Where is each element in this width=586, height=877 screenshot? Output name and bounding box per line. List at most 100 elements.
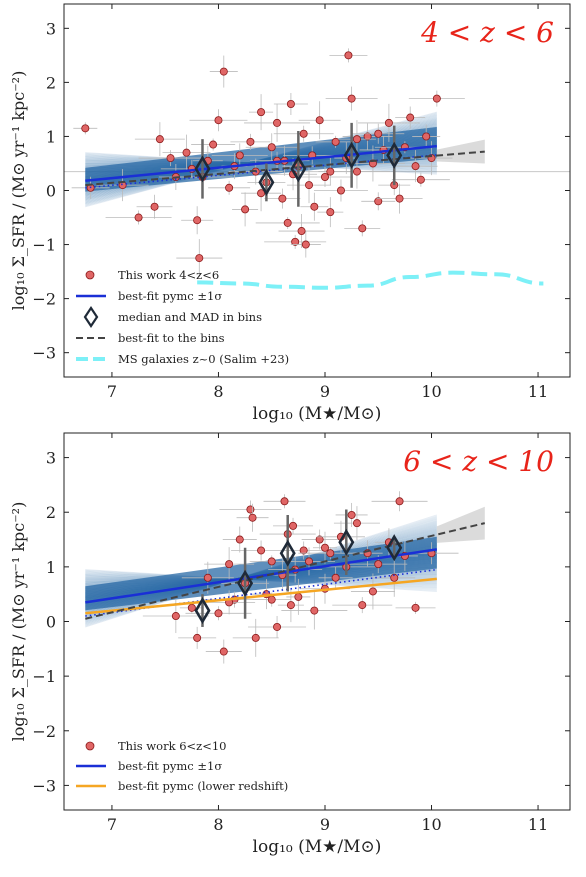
data-point	[220, 648, 227, 655]
data-point	[257, 547, 264, 554]
x-tick-label: 7	[107, 382, 117, 401]
data-point	[412, 163, 419, 170]
data-point	[327, 209, 334, 216]
plot-area	[85, 491, 484, 663]
data-point	[252, 634, 259, 641]
y-tick-label: 3	[46, 449, 56, 468]
data-point	[210, 141, 217, 148]
data-point	[316, 117, 323, 124]
data-point	[311, 203, 318, 210]
data-point	[151, 203, 158, 210]
data-point	[417, 176, 424, 183]
y-tick-label: 1	[46, 127, 56, 146]
data-point	[236, 536, 243, 543]
data-point	[215, 610, 222, 617]
data-point	[321, 544, 328, 551]
legend-label: This work 6<z<10	[118, 739, 226, 753]
data-point	[188, 604, 195, 611]
data-point	[268, 144, 275, 151]
data-point	[407, 114, 414, 121]
legend-label: best-fit pymc (lower redshift)	[118, 779, 288, 793]
data-point	[348, 511, 355, 518]
data-point	[194, 217, 201, 224]
data-point	[156, 136, 163, 143]
data-point	[337, 187, 344, 194]
plot-area	[64, 48, 570, 287]
data-point	[167, 154, 174, 161]
posterior-band	[85, 515, 437, 627]
data-point	[353, 136, 360, 143]
y-tick-label: 0	[46, 182, 56, 201]
x-tick-label: 8	[213, 815, 223, 834]
data-point	[196, 254, 203, 261]
x-tick-label: 10	[421, 815, 441, 834]
data-point	[295, 593, 302, 600]
y-tick-label: 3	[46, 19, 56, 38]
data-point	[359, 225, 366, 232]
data-point	[82, 125, 89, 132]
data-point	[183, 149, 190, 156]
data-point	[300, 130, 307, 137]
data-point	[423, 133, 430, 140]
plot-frame	[64, 433, 570, 810]
legend-marker-points	[86, 742, 94, 750]
data-point	[302, 241, 309, 248]
data-point	[327, 550, 334, 557]
data-point	[281, 498, 288, 505]
data-point	[321, 173, 328, 180]
data-point	[332, 574, 339, 581]
data-point	[273, 119, 280, 126]
data-point	[215, 117, 222, 124]
legend-label: This work 4<z<6	[118, 268, 219, 282]
data-point	[204, 574, 211, 581]
data-point	[359, 602, 366, 609]
data-point	[375, 130, 382, 137]
data-point	[247, 138, 254, 145]
y-tick-label: 1	[46, 558, 56, 577]
x-axis-label: log₁₀ (M★/M⊙)	[253, 404, 382, 424]
y-tick-label: 0	[46, 613, 56, 632]
data-point	[348, 95, 355, 102]
y-tick-label: −2	[32, 290, 56, 309]
y-tick-label: −3	[32, 776, 56, 795]
x-axis-label: log₁₀ (M★/M⊙)	[253, 837, 382, 857]
y-tick-label: −2	[32, 722, 56, 741]
data-point	[353, 168, 360, 175]
legend-label: best-fit pymc ±1σ	[118, 289, 222, 303]
legend: This work 6<z<10 best-fit pymc ±1σ best-fi…	[76, 739, 288, 793]
data-point	[287, 602, 294, 609]
data-point	[327, 168, 334, 175]
x-tick-label: 11	[528, 382, 548, 401]
data-point	[249, 514, 256, 521]
legend-label: median and MAD in bins	[118, 310, 262, 324]
y-tick-label: −1	[32, 236, 56, 255]
data-point	[396, 195, 403, 202]
data-point	[375, 561, 382, 568]
data-point	[273, 623, 280, 630]
data-point	[172, 612, 179, 619]
data-point	[412, 604, 419, 611]
y-axis-label: log₁₀ Σ_SFR / (M⊙ yr⁻¹ kpc⁻²)	[9, 502, 28, 742]
legend-label: best-fit pymc ±1σ	[118, 759, 222, 773]
bins-fit-band	[437, 140, 485, 164]
data-point	[135, 214, 142, 221]
x-tick-label: 8	[213, 382, 223, 401]
y-tick-label: −1	[32, 667, 56, 686]
salim-ms-curve	[197, 273, 543, 288]
y-axis-label: log₁₀ Σ_SFR / (M⊙ yr⁻¹ kpc⁻²)	[9, 71, 28, 311]
x-tick-label: 10	[421, 382, 441, 401]
data-point	[241, 206, 248, 213]
data-point	[287, 100, 294, 107]
data-point	[236, 152, 243, 159]
panel-title: 6 < z < 10	[403, 445, 554, 478]
data-point	[194, 634, 201, 641]
data-point	[268, 596, 275, 603]
data-point	[220, 68, 227, 75]
x-tick-label: 9	[320, 382, 330, 401]
y-tick-label: −3	[32, 344, 56, 363]
data-point	[345, 52, 352, 59]
data-point	[353, 520, 360, 527]
